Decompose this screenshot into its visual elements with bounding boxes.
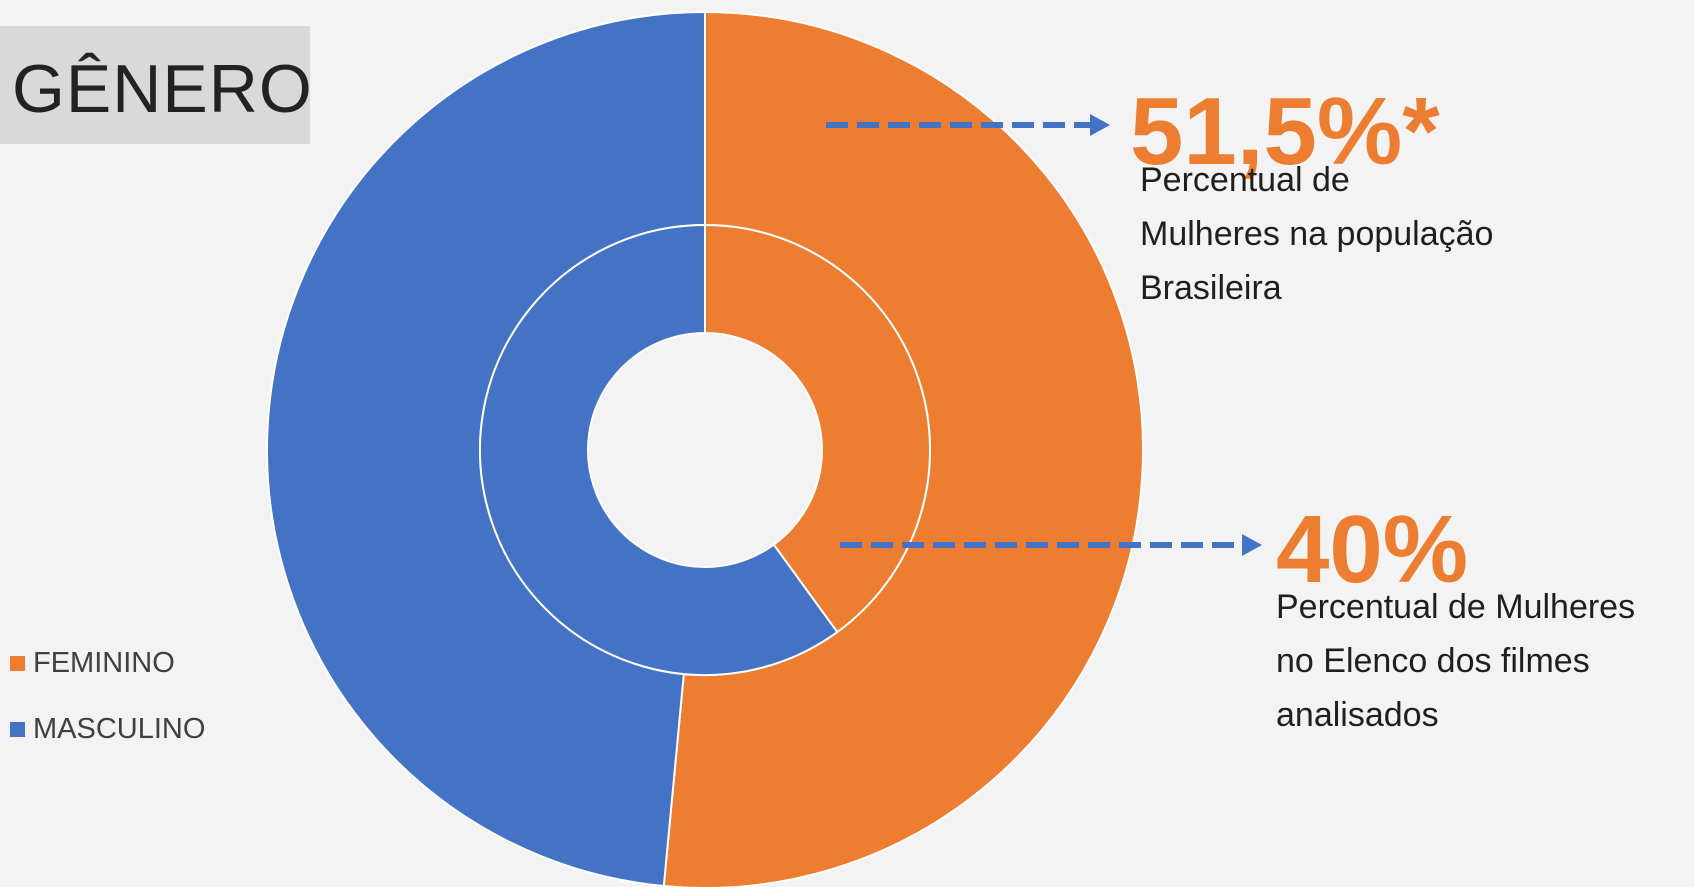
legend-label-masculino: MASCULINO [33, 712, 206, 745]
annotation-desc-cast-line-3: analisados [1276, 696, 1439, 734]
inner-slice-masculino [479, 223, 839, 676]
legend-item-masculino: MASCULINO [10, 696, 205, 762]
annotation-desc-population-line-3: Brasileira [1140, 269, 1282, 307]
annotation-desc-population: Percentual de Mulheres na população Bras… [1140, 153, 1493, 315]
annotation-desc-population-line-1: Percentual de [1140, 161, 1350, 199]
chart-title: GÊNERO [12, 51, 313, 127]
annotation-desc-cast-line-2: no Elenco dos filmes [1276, 642, 1590, 680]
legend-swatch-feminino [10, 655, 25, 671]
arrow-cast-head [1242, 534, 1262, 556]
annotation-desc-cast-line-1: Percentual de Mulheres [1276, 588, 1636, 626]
annotation-desc-population-line-2: Mulheres na população [1140, 215, 1494, 253]
legend: FEMININO MASCULINO [10, 630, 205, 762]
title-box: GÊNERO [0, 26, 313, 144]
legend-label-feminino: FEMININO [33, 646, 175, 679]
annotation-desc-cast: Percentual de Mulheres no Elenco dos fil… [1276, 580, 1635, 742]
annotation-value-cast: 40% [1276, 496, 1469, 603]
annotation-value-population: 51,5%* [1130, 78, 1440, 185]
legend-swatch-masculino [10, 721, 25, 737]
arrow-population-head [1090, 114, 1110, 136]
legend-item-feminino: FEMININO [10, 630, 205, 696]
inner-slice-feminino [704, 223, 931, 634]
